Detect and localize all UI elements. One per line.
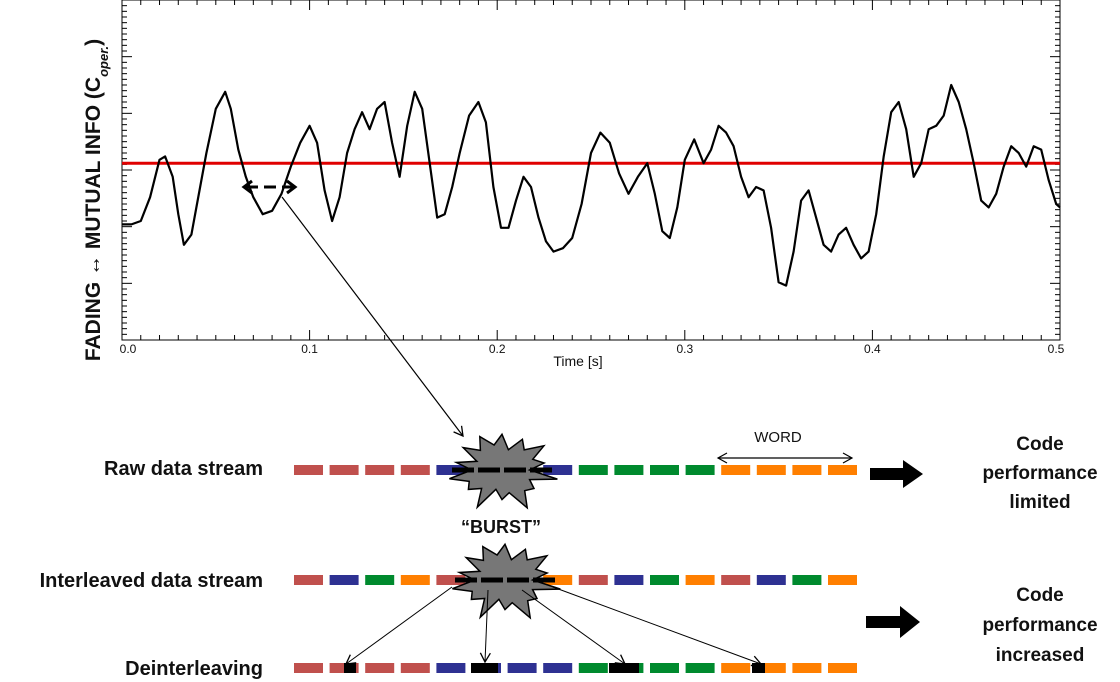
svg-text:Code: Code xyxy=(1016,585,1064,606)
stream-segment xyxy=(792,663,822,673)
plot-frame xyxy=(121,0,1061,341)
svg-text:performance: performance xyxy=(982,463,1097,484)
stream-segment xyxy=(721,575,751,585)
stream-segment xyxy=(721,663,751,673)
x-axis-label: Time [s] xyxy=(553,353,602,369)
result-increased: Code performance increased xyxy=(982,585,1097,666)
stream-segment xyxy=(400,465,430,475)
scatter-arrows xyxy=(344,586,763,667)
burst-interleaved xyxy=(452,542,561,620)
svg-text:limited: limited xyxy=(1009,492,1070,513)
stream-segment xyxy=(792,575,822,585)
burst-raw xyxy=(449,432,558,510)
result-limited: Code performance limited xyxy=(982,434,1097,513)
y-axis-ticks xyxy=(122,0,1060,341)
stream-segment xyxy=(400,663,430,673)
stream-segment xyxy=(650,575,679,585)
stream-segment xyxy=(685,575,715,585)
stream-segment xyxy=(614,465,644,475)
deinterleaved-data-stream xyxy=(294,663,857,673)
svg-text:performance: performance xyxy=(982,615,1097,636)
burst-arrow xyxy=(281,196,464,438)
raw-stream-label: Raw data stream xyxy=(104,458,263,480)
raw-data-stream xyxy=(294,465,857,475)
x-axis-ticks: 0.0 0.1 0.2 0.3 0.4 0.5 xyxy=(120,0,1065,356)
stream-segment xyxy=(329,465,359,475)
stream-segment xyxy=(436,575,466,585)
deinterleaving-label: Deinterleaving xyxy=(125,658,263,680)
stream-segment xyxy=(650,663,679,673)
burst-duration-marker xyxy=(241,179,298,195)
stream-segment xyxy=(294,663,323,673)
stream-segment xyxy=(756,465,786,475)
result-arrow-increased xyxy=(866,606,920,638)
x-tick-label: 0.3 xyxy=(676,342,693,356)
stream-segment xyxy=(756,575,786,585)
interleaved-data-stream xyxy=(294,575,857,585)
stream-segment xyxy=(329,575,359,585)
stream-segment xyxy=(365,575,395,585)
stream-segment xyxy=(578,575,608,585)
stream-segment xyxy=(721,465,751,475)
x-tick-label: 0.1 xyxy=(301,342,318,356)
x-tick-label: 0.0 xyxy=(120,342,137,356)
interleaved-stream-label: Interleaved data stream xyxy=(40,570,263,592)
result-arrow-limited xyxy=(870,460,923,488)
stream-segment xyxy=(294,575,323,585)
stream-segment xyxy=(400,575,430,585)
mutual-info-series-line xyxy=(122,83,1061,287)
stream-segment xyxy=(436,663,466,673)
stream-segment xyxy=(543,575,573,585)
stream-segment xyxy=(365,465,395,475)
svg-text:Code: Code xyxy=(1016,434,1064,455)
stream-segment xyxy=(543,663,573,673)
stream-segment xyxy=(650,465,679,475)
svg-text:increased: increased xyxy=(996,645,1085,666)
stream-segment xyxy=(685,465,715,475)
stream-segment xyxy=(828,575,857,585)
stream-segment xyxy=(828,465,857,475)
stream-segment xyxy=(756,663,786,673)
stream-segment xyxy=(578,663,608,673)
stream-segment xyxy=(294,465,323,475)
x-tick-label: 0.5 xyxy=(1048,342,1065,356)
stream-segment xyxy=(365,663,395,673)
burst-label: “BURST” xyxy=(461,517,541,537)
stream-segment xyxy=(614,575,644,585)
deinterleaved-error-segments xyxy=(344,663,765,673)
stream-segment xyxy=(685,663,715,673)
x-tick-label: 0.2 xyxy=(489,342,506,356)
fading-chart: 0.0 0.1 0.2 0.3 0.4 0.5 Time [s] FADING ↔ MUT… xyxy=(82,0,1065,369)
x-tick-label: 0.4 xyxy=(864,342,881,356)
stream-segment xyxy=(828,663,857,673)
stream-segment xyxy=(792,465,822,475)
stream-segment xyxy=(507,663,537,673)
stream-segment xyxy=(578,465,608,475)
y-axis-label: FADING ↔ MUTUAL INFO (Coper.) xyxy=(82,39,111,361)
stream-segment xyxy=(543,465,573,475)
word-label: WORD xyxy=(754,429,802,446)
word-bracket: WORD xyxy=(716,429,854,464)
stream-segment xyxy=(436,465,466,475)
